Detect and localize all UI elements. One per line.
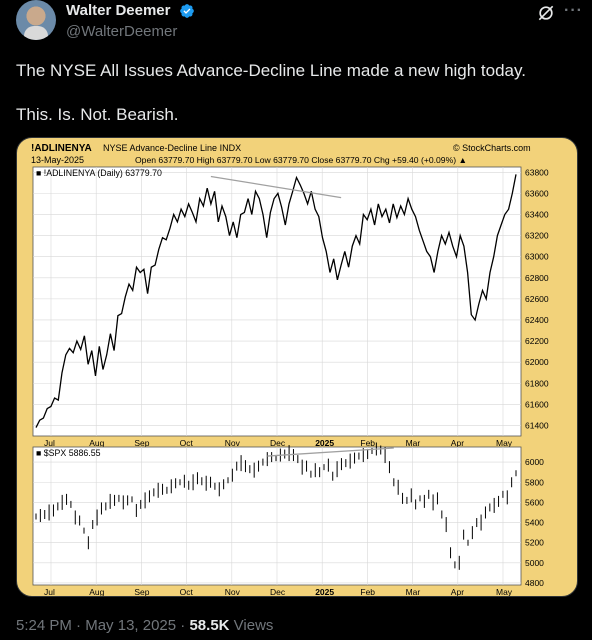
meta-separator: ·	[76, 617, 82, 634]
x-tick-label: 2025	[315, 587, 334, 596]
chart-source: © StockCharts.com	[453, 143, 531, 153]
x-tick-label: Feb	[360, 438, 375, 448]
y-tick-label: 5000	[525, 558, 544, 568]
y-tick-label: 62600	[525, 294, 549, 304]
y-tick-label: 63800	[525, 167, 549, 177]
stockcharts-image: !ADLINENYA NYSE Advance-Decline Line INDX…	[31, 143, 549, 596]
chart-legend: ■ $SPX 5886.55	[36, 448, 101, 458]
chart-legend: ■ !ADLINENYA (Daily) 63779.70	[36, 168, 162, 178]
chart-ohlc: Open 63779.70 High 63779.70 Low 63779.70…	[135, 155, 467, 165]
trendline	[210, 175, 342, 199]
x-tick-label: 2025	[315, 438, 334, 448]
views-count: 58.5K	[189, 617, 230, 634]
x-tick-label: Sep	[134, 587, 149, 596]
y-tick-label: 63400	[525, 209, 549, 219]
y-tick-label: 5400	[525, 518, 544, 528]
y-tick-label: 5800	[525, 477, 544, 487]
y-tick-label: 4800	[525, 578, 544, 588]
display-name[interactable]: Walter Deemer	[66, 2, 171, 19]
x-tick-label: Jul	[44, 438, 55, 448]
y-tick-label: 62200	[525, 336, 549, 346]
x-tick-label: May	[496, 587, 513, 596]
tweet-text-line2: This. Is. Not. Bearish.	[16, 105, 179, 124]
y-tick-label: 5600	[525, 497, 544, 507]
chart-name: NYSE Advance-Decline Line INDX	[103, 143, 241, 153]
x-tick-label: Aug	[89, 587, 104, 596]
x-tick-label: Mar	[406, 587, 421, 596]
x-tick-label: Oct	[180, 438, 194, 448]
x-tick-label: Dec	[270, 438, 286, 448]
tweet-time[interactable]: 5:24 PM	[16, 617, 72, 634]
y-tick-label: 61600	[525, 399, 549, 409]
x-tick-label: Feb	[360, 587, 375, 596]
series-line	[35, 174, 517, 428]
chart-date: 13-May-2025	[31, 155, 84, 165]
y-tick-label: 61800	[525, 378, 549, 388]
x-tick-label: Dec	[270, 587, 286, 596]
tweet-text-line1: The NYSE All Issues Advance-Decline Line…	[16, 61, 526, 80]
tweet-date[interactable]: May 13, 2025	[85, 617, 177, 634]
y-tick-label: 62000	[525, 357, 549, 367]
x-tick-label: Mar	[406, 438, 421, 448]
views-label: Views	[233, 617, 274, 634]
y-tick-label: 61400	[525, 420, 549, 430]
x-tick-label: Sep	[134, 438, 149, 448]
x-tick-label: Jul	[44, 587, 55, 596]
x-tick-label: Nov	[225, 438, 241, 448]
y-tick-label: 63000	[525, 252, 549, 262]
verified-badge-icon	[180, 4, 194, 18]
x-tick-label: Oct	[180, 587, 194, 596]
tweet-meta: 5:24 PM · May 13, 2025 · 58.5K Views	[16, 617, 273, 634]
avatar[interactable]	[16, 0, 56, 40]
meta-separator: ·	[180, 617, 186, 634]
tweet-header: Walter Deemer @WalterDeemer ···	[16, 0, 582, 48]
y-tick-label: 5200	[525, 538, 544, 548]
tweet-text: The NYSE All Issues Advance-Decline Line…	[16, 60, 576, 148]
x-tick-label: Aug	[89, 438, 104, 448]
x-tick-label: Nov	[225, 587, 241, 596]
user-handle[interactable]: @WalterDeemer	[66, 23, 178, 40]
x-tick-label: Apr	[451, 587, 464, 596]
chart-image-card[interactable]: !ADLINENYA NYSE Advance-Decline Line INDX…	[16, 137, 578, 597]
y-tick-label: 62400	[525, 315, 549, 325]
y-tick-label: 63600	[525, 188, 549, 198]
y-tick-label: 6000	[525, 457, 544, 467]
x-tick-label: Apr	[451, 438, 464, 448]
grok-icon[interactable]	[536, 3, 556, 23]
chart-symbol: !ADLINENYA	[31, 143, 92, 154]
y-tick-label: 63200	[525, 231, 549, 241]
more-icon[interactable]: ···	[564, 2, 583, 19]
y-tick-label: 62800	[525, 273, 549, 283]
x-tick-label: May	[496, 438, 513, 448]
trendline	[267, 447, 394, 457]
